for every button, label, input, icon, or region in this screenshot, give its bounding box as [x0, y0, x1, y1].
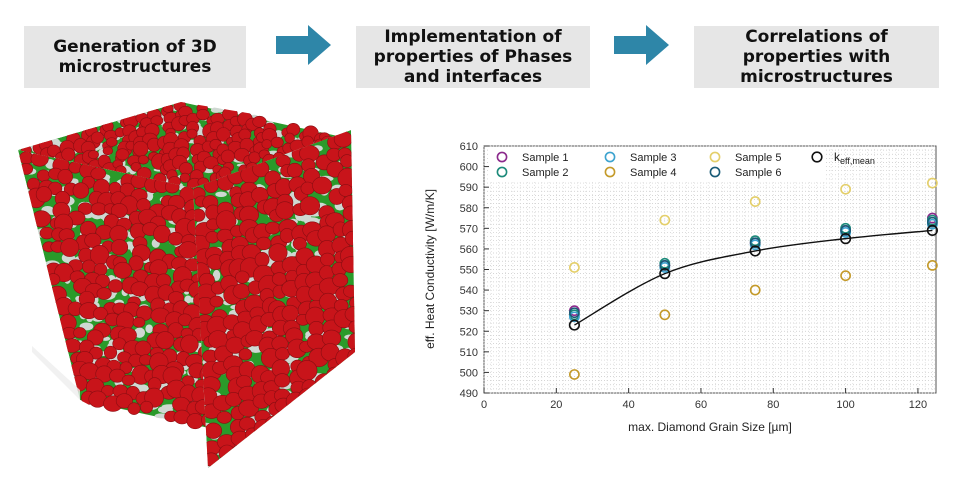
legend-marker	[496, 166, 508, 178]
point-mean	[749, 245, 761, 257]
point-sample-6	[659, 259, 671, 271]
x-tick-label: 20	[550, 399, 562, 411]
point-sample-4	[568, 369, 580, 380]
point-sample-6	[568, 307, 580, 319]
point-sample-5	[568, 262, 580, 273]
y-tick-label: 550	[460, 265, 478, 277]
data-marks	[568, 177, 938, 380]
y-tick-label: 540	[460, 285, 478, 297]
legend-label: Sample 4	[630, 167, 676, 179]
y-tick-label: 560	[460, 244, 478, 256]
legend-marker	[604, 151, 616, 163]
legend-marker	[709, 151, 721, 163]
y-tick-label: 590	[460, 182, 478, 194]
y-tick-label: 520	[460, 326, 478, 338]
point-mean	[926, 224, 938, 236]
point-sample-4	[659, 309, 671, 321]
y-tick-label: 490	[460, 388, 478, 400]
point-sample-6	[926, 216, 938, 228]
y-tick-label: 580	[460, 203, 478, 215]
heat-conductivity-chart: 0 20 40 60 80 100 120 490 500 510 520 530 540 550 560 5…	[423, 141, 938, 434]
mean-curve	[574, 229, 933, 326]
y-tick-label: 600	[460, 162, 478, 174]
legend-label: Sample 2	[522, 167, 568, 179]
y-tick-label: 500	[460, 367, 478, 379]
step-implementation-label: Implementation of properties of Phases a…	[373, 27, 573, 87]
y-tick-label: 610	[460, 141, 478, 153]
x-tick-label: 0	[481, 399, 487, 411]
legend-marker	[709, 166, 721, 178]
point-sample-6	[749, 237, 761, 249]
microstructure-cube-image	[18, 102, 355, 468]
legend-marker	[496, 151, 508, 163]
step-implementation-box: Implementation of properties of Phases a…	[356, 26, 590, 88]
point-mean	[840, 233, 852, 245]
y-tick-label: 510	[460, 347, 478, 359]
y-tick-label: 570	[460, 223, 478, 235]
step-correlations-box: Correlations of properties with microstr…	[694, 26, 939, 88]
point-sample-4	[749, 284, 761, 296]
y-tick-label: 530	[460, 306, 478, 318]
x-tick-label: 120	[909, 399, 927, 411]
point-sample-3	[568, 311, 580, 323]
step-correlations-label: Correlations of properties with microstr…	[740, 27, 893, 87]
x-tick-label: 60	[695, 399, 707, 411]
legend-label: Sample 6	[735, 167, 781, 179]
point-sample-4	[840, 270, 851, 282]
right-arrow-icon	[614, 25, 669, 65]
legend-label: Sample 5	[735, 152, 781, 164]
point-sample-6	[840, 224, 851, 236]
x-tick-label: 40	[623, 399, 635, 411]
x-axis-label: max. Diamond Grain Size [µm]	[628, 420, 792, 434]
legend-label: Sample 1	[522, 152, 568, 164]
legend-marker	[604, 166, 616, 178]
plot-axes: 0 20 40 60 80 100 120 490 500 510 520 530 540 550 560 5…	[460, 141, 927, 411]
y-axis-label: eff. Heat Conductivity [W/m/K]	[423, 189, 437, 349]
point-mean	[568, 319, 580, 331]
point-sample-5	[840, 183, 851, 195]
x-tick-label: 80	[767, 399, 779, 411]
legend-marker-mean	[811, 151, 823, 163]
right-arrow-icon	[276, 25, 331, 65]
chart-legend: Sample 1 Sample 2 Sample 3 Sample 4 Sample 5…	[490, 149, 875, 182]
point-sample-5	[749, 196, 761, 207]
point-sample-5	[926, 177, 938, 189]
step-generation-label: Generation of 3D microstructures	[53, 37, 217, 77]
point-sample-5	[659, 214, 671, 226]
x-tick-label: 100	[836, 399, 854, 411]
legend-label: Sample 3	[630, 152, 676, 164]
step-generation-box: Generation of 3D microstructures	[24, 26, 246, 88]
point-sample-4	[926, 259, 938, 271]
point-mean	[659, 268, 671, 280]
